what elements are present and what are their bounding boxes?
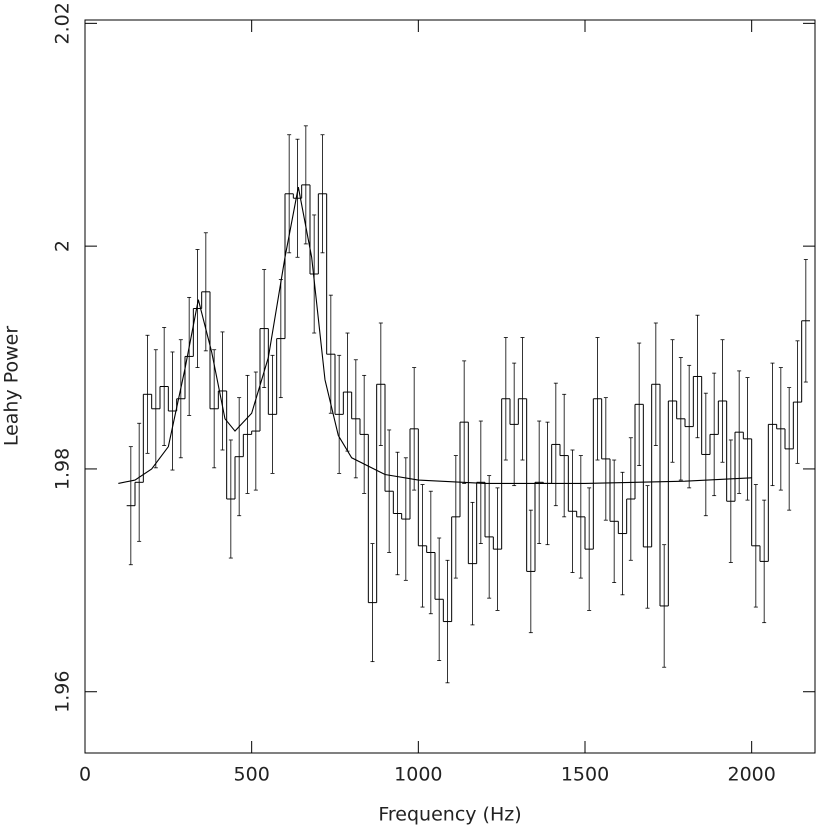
y-tick-label: 1.96	[52, 671, 74, 713]
x-tick-label: 1500	[561, 764, 609, 786]
x-tick-label: 1000	[394, 764, 442, 786]
x-axis-title: Frequency (Hz)	[378, 804, 521, 826]
fit-line	[118, 186, 752, 484]
y-axis-title: Leahy Power	[1, 326, 23, 447]
x-tick-label: 2000	[727, 764, 775, 786]
x-tick-label: 0	[79, 764, 91, 786]
y-tick-label: 2	[52, 240, 74, 252]
x-tick-label: 500	[234, 764, 270, 786]
y-tick-label: 2.02	[52, 2, 74, 44]
y-tick-label: 1.98	[52, 448, 74, 490]
plot-frame	[84, 19, 816, 754]
